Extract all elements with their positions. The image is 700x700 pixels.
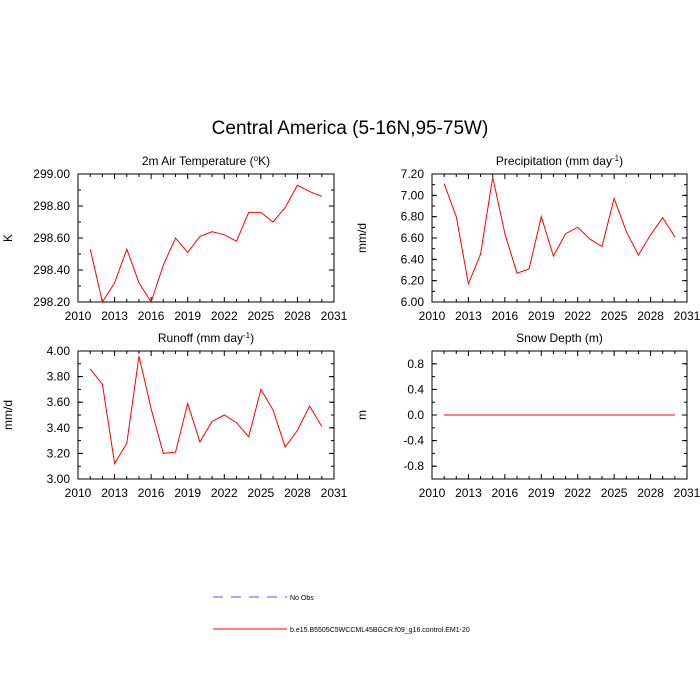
x-tick-label: 2025 [248,486,275,500]
chart-panel-2: Precipitation (mm day-1) mm/d 2010 2013 2016… [355,154,700,324]
x-tick-label: 2016 [492,309,519,323]
y-tick-label: 298.40 [33,263,70,277]
y-tick-label: -0.4 [403,434,424,448]
y-tick-label: 6.00 [401,295,425,309]
panel-title-superscript: o [254,154,259,163]
x-tick-label: 2028 [284,486,311,500]
x-tick-label: 2031 [674,486,700,500]
x-tick-label: 2019 [528,309,555,323]
panel-title-superscript: -1 [612,154,620,163]
panel-title-text: Runoff (mm day [158,331,243,345]
x-tick-label: 2013 [455,486,482,500]
panel-title-superscript: -1 [243,331,251,340]
x-tick-label: 2016 [138,309,165,323]
chart-panel-4: Snow Depth (m) m 2010 2013 2016 2019 2022 2025 2… [355,331,700,500]
panel-title: Snow Depth (m) [516,331,603,345]
y-tick-label: 299.00 [33,167,70,181]
y-tick-label: 0.4 [407,382,424,396]
y-tick-label: 298.20 [33,295,70,309]
x-tick-label: 2025 [601,486,628,500]
y-tick-label: 0.0 [407,408,424,422]
x-tick-label: 2028 [284,309,311,323]
x-tick-label: 2019 [174,486,201,500]
y-tick-label: 3.20 [47,446,71,460]
series-line [89,355,323,466]
y-tick-label: 0.8 [407,357,424,371]
x-tick-label: 2022 [564,309,591,323]
y-tick-label: 3.80 [47,370,71,384]
y-tick-label: 6.20 [401,274,425,288]
y-tick-label: 298.80 [33,199,70,213]
x-tick-label: 2031 [674,309,700,323]
y-axis-label: K [1,234,15,242]
x-tick-label: 2022 [564,486,591,500]
panel-title-end: ) [619,154,623,168]
x-tick-label: 2010 [65,486,92,500]
y-tick-label: 6.40 [401,252,425,266]
panel-title: 2m Air Temperature (oK) [142,154,270,169]
x-tick-label: 2010 [419,309,446,323]
x-tick-label: 2022 [211,486,238,500]
y-tick-label: 6.80 [401,210,425,224]
panel-title: Runoff (mm day-1) [158,331,254,346]
series-line [443,177,676,286]
x-tick-label: 2016 [138,486,165,500]
chart-panel-3: Runoff (mm day-1) mm/d 2010 2013 2016 2019 202… [1,331,348,501]
x-tick-label: 2013 [101,309,128,323]
y-tick-label: 7.00 [401,188,425,202]
y-tick-label: 3.00 [47,472,71,486]
panel-title-text: Precipitation (mm day [496,154,612,168]
x-tick-label: 2031 [321,486,348,500]
x-tick-label: 2031 [321,309,348,323]
x-tick-label: 2025 [601,309,628,323]
y-tick-label: 3.40 [47,421,71,435]
chart-panel-1: 2m Air Temperature (oK) K 2010 2013 2016 2019… [1,154,348,324]
y-tick-label: 298.60 [33,231,70,245]
x-tick-label: 2022 [211,309,238,323]
panel-title-end: ) [250,331,254,345]
x-tick-label: 2013 [101,486,128,500]
panel-title-text: Snow Depth (m) [516,331,603,345]
plot-frame [77,173,335,303]
x-tick-label: 2025 [248,309,275,323]
x-tick-label: 2028 [637,486,664,500]
y-tick-label: 6.60 [401,231,425,245]
legend-label-1: No Obs [290,595,314,602]
y-axis-label: mm/d [1,400,15,430]
x-tick-label: 2010 [419,486,446,500]
y-tick-label: 7.20 [401,167,425,181]
x-tick-label: 2010 [65,309,92,323]
panel-title: Precipitation (mm day-1) [496,154,623,169]
panel-title-text: 2m Air Temperature ( [142,154,254,168]
x-tick-label: 2019 [528,486,555,500]
x-tick-label: 2019 [174,309,201,323]
x-tick-label: 2016 [492,486,519,500]
panel-title-end: K) [258,154,270,168]
y-tick-label: 4.00 [47,344,71,358]
x-tick-label: 2013 [455,309,482,323]
y-axis-label: m [355,410,369,420]
y-tick-label: -0.8 [403,459,424,473]
y-axis-label: mm/d [355,223,369,253]
y-tick-label: 3.60 [47,395,71,409]
x-tick-label: 2028 [637,309,664,323]
figure-title: Central America (5-16N,95-75W) [211,118,489,139]
series-line [89,184,322,304]
legend-label-2: b.e15.B5505C5WCCML45BGCR.f09_g16.control… [290,627,470,634]
